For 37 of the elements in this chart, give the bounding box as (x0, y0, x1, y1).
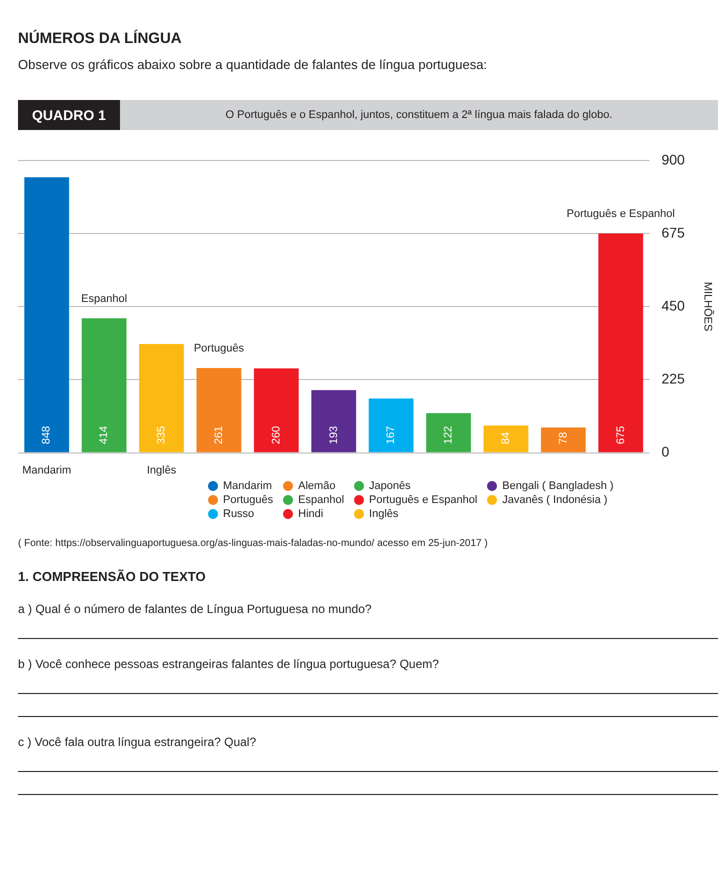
legend-label: Inglês (369, 508, 398, 520)
legend-label: Javanês ( Indonésia ) (502, 494, 608, 506)
y-tick-label: 675 (661, 224, 686, 240)
text: ( Fonte: https://observalinguaportuguesa.org/as-linguas-mais-faladas-no-mundo/ acesso em 25-jun-2017 ) (18, 538, 489, 549)
legend-label: Russo (223, 508, 254, 520)
legend-label: Português (223, 494, 274, 506)
data-label: 78 (557, 432, 570, 444)
text: a ) Qual é o número de falantes de Língua Portuguesa no mundo? (18, 602, 373, 616)
legend-label: Hindi (298, 508, 324, 520)
data-label: 122 (442, 426, 455, 444)
data-label: 261 (212, 426, 225, 444)
y-axis-title: MILHÕES (701, 282, 714, 332)
legend-label: Espanhol (298, 494, 344, 506)
chart-subtitle: Observe os gráficos abaixo sobre a quantidade de falantes de língua portuguesa: (18, 57, 488, 72)
legend-label: Bengali ( Bangladesh ) (502, 480, 614, 492)
legend-label: Português e Espanhol (369, 494, 478, 506)
text: 1. COMPREENSÃO DO TEXTO (18, 569, 207, 584)
y-tick-label: 900 (661, 151, 686, 168)
legend-label: Alemão (298, 480, 336, 492)
y-tick-label: 0 (661, 444, 670, 460)
data-label: 193 (328, 426, 340, 444)
data-label: 84 (500, 432, 512, 444)
data-label: 675 (614, 426, 627, 444)
data-label: 848 (40, 426, 53, 444)
legend-label: Japonês (369, 480, 411, 492)
data-label: 167 (385, 426, 398, 444)
chart-title: NÚMEROS DA LÍNGUA (18, 30, 183, 47)
data-label: 414 (98, 426, 110, 444)
y-tick-label: 450 (661, 297, 686, 314)
legend-label: Mandarim (223, 480, 272, 492)
data-label: 335 (156, 426, 168, 444)
text: O Português e o Espanhol, juntos, constituem a 2ª língua mais falada do globo. (224, 108, 614, 123)
y-tick-label: 225 (661, 370, 686, 387)
text: b ) Você conhece pessoas estrangeiras falantes de língua portuguesa? Quem? (18, 657, 440, 671)
text: c ) Você fala outra língua estrangeira? Qual? (18, 735, 258, 749)
text: QUADRO 1 (18, 100, 120, 130)
data-label: 260 (270, 426, 282, 444)
